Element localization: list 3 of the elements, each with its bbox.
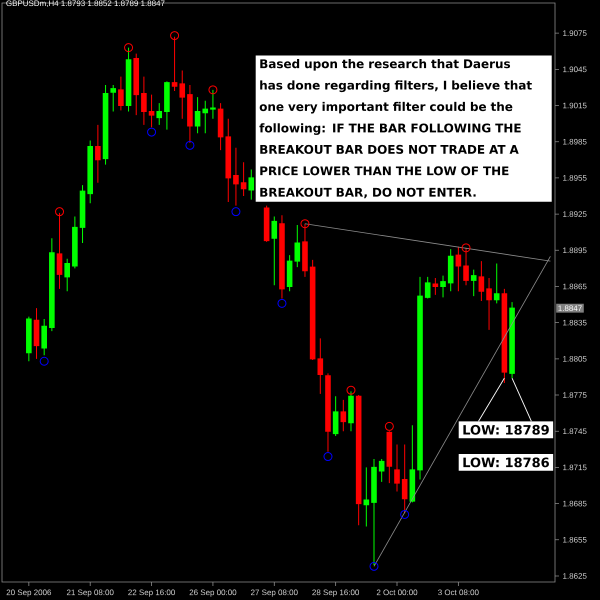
annotation: LOW: 18789: [463, 424, 549, 435]
annotation: LOW: 18786: [463, 458, 549, 468]
annotation: Based upon the research that Daerus has done regarding filters, I believe that one very important filter could be the following: IF THE BAR FOLLOWING THE BREAKOUT BAR DOES NOT TRADE AT A PRICE LOWER THAN THE LOW OF THE BREAKOUT BAR, DO NOT ENTER.: [259, 59, 532, 198]
